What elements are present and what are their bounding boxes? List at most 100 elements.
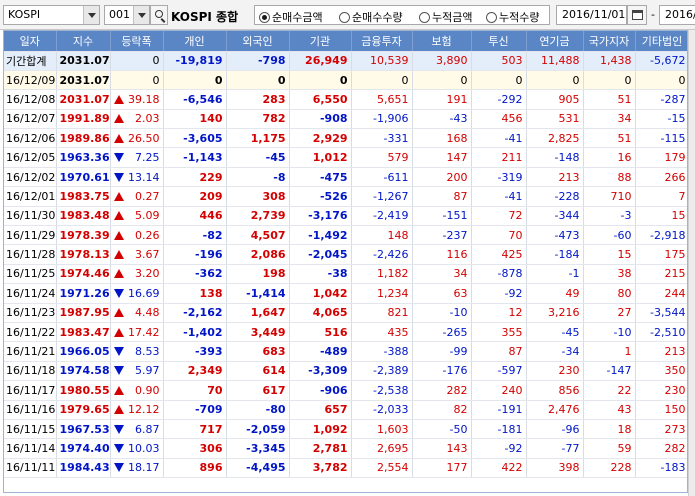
index-cell: 1974.58	[56, 361, 111, 382]
change-value: 6.87	[135, 422, 160, 436]
triangle-down-icon	[113, 153, 124, 163]
value-cell: 531	[526, 109, 584, 130]
table-row[interactable]: 16/11/21 1966.05 8.53 -393 683 -489 -388 -99 87-…	[4, 341, 687, 362]
change-cell: 17.42	[110, 322, 164, 343]
value-cell: 683	[226, 341, 290, 362]
value-cell: 1,042	[289, 283, 352, 304]
column-header[interactable]: 투신	[471, 31, 527, 52]
value-cell: 2,554	[351, 458, 413, 479]
end-date-input[interactable]: 2016/12	[659, 5, 695, 25]
value-cell: -611	[351, 167, 413, 188]
table-row[interactable]: 16/12/06 1989.86 26.50 -3,605 1,175 2,929 -331…	[4, 128, 687, 149]
radio-dot-icon	[339, 11, 350, 23]
table-row[interactable]: 16/12/01 1983.75 0.27 209 308 -526 -1,267 87 -41…	[4, 186, 687, 207]
table-row[interactable]: 16/11/28 1978.13 3.67 -196 2,086 -2,045 -2,426…	[4, 244, 687, 265]
triangle-down-icon	[113, 463, 124, 473]
date-cell: 16/12/01	[4, 186, 57, 207]
value-cell: 1,182	[351, 264, 413, 285]
value-cell: -43	[412, 109, 472, 130]
value-cell: 38	[583, 264, 636, 285]
table-row[interactable]: 16/11/17 1980.55 0.90 70 617 -906 -2,538 282 240…	[4, 380, 687, 401]
chevron-down-icon[interactable]	[83, 6, 99, 24]
column-header[interactable]: 등락폭	[110, 31, 164, 52]
column-header[interactable]: 연기금	[526, 31, 584, 52]
value-cell: 87	[471, 341, 527, 362]
change-value: 0	[152, 73, 160, 87]
index-cell: 1967.53	[56, 419, 111, 440]
value-cell: 230	[526, 361, 584, 382]
change-cell: 5.09	[110, 206, 164, 227]
value-cell: -344	[526, 206, 584, 227]
change-cell: 8.53	[110, 341, 164, 362]
change-cell: 18.17	[110, 458, 164, 479]
column-header[interactable]: 보험	[412, 31, 472, 52]
value-cell: 140	[163, 109, 227, 130]
index-cell: 1983.48	[56, 206, 111, 227]
triangle-up-icon	[113, 250, 124, 260]
table-row[interactable]: 16/12/05 1963.36 7.25 -1,143 -45 1,012 579 147 2…	[4, 147, 687, 168]
table-row[interactable]: 기간합계 2031.07 0 -19,819 -798 26,949 10,539 3,890…	[4, 51, 687, 71]
value-cell: 10,539	[351, 51, 413, 71]
value-cell: 2,781	[289, 438, 352, 459]
search-button[interactable]	[150, 5, 168, 25]
table-row[interactable]: 16/11/29 1978.39 0.26 -82 4,507 -1,492 148 -237…	[4, 225, 687, 246]
table-row[interactable]: 16/11/25 1974.46 3.20 -362 198 -38 1,182 34 -878…	[4, 264, 687, 285]
column-header[interactable]: 기관	[289, 31, 352, 52]
value-cell: -2,918	[635, 225, 687, 246]
value-cell: -331	[351, 128, 413, 149]
date-cell: 16/11/14	[4, 438, 57, 459]
value-cell: -2,045	[289, 244, 352, 265]
index-cell: 1987.95	[56, 303, 111, 323]
radio-cum-qty[interactable]: 누적수량	[486, 9, 539, 25]
table-row[interactable]: 16/11/24 1971.26 16.69 138 -1,414 1,042 1,234 6…	[4, 283, 687, 304]
investor-trading-grid[interactable]: 일자 지수 등락폭 개인 외국인 기관 금융투자 보험 투신 연기금 국가지자 기타법인 기간합계 20…	[3, 30, 688, 493]
column-header[interactable]: 기타법인	[635, 31, 687, 52]
table-row[interactable]: 16/12/02 1970.61 13.14 229 -8 -475 -611 200 -319…	[4, 167, 687, 188]
radio-net-buy-amount[interactable]: 순매수금액	[259, 9, 323, 25]
table-row[interactable]: 16/11/11 1984.43 18.17 896 -4,495 3,782 2,554 1…	[4, 458, 687, 479]
value-cell: -265	[412, 322, 472, 343]
change-cell: 5.97	[110, 361, 164, 382]
column-header[interactable]: 지수	[56, 31, 111, 52]
table-row[interactable]: 16/11/23 1987.95 4.48 -2,162 1,647 4,065 821 -1…	[4, 303, 687, 323]
start-date-input[interactable]: 2016/11/01	[556, 5, 627, 25]
change-value: 13.14	[128, 170, 160, 184]
date-cell: 16/11/18	[4, 361, 57, 382]
column-header[interactable]: 금융투자	[351, 31, 413, 52]
column-header[interactable]: 국가지자	[583, 31, 636, 52]
table-row[interactable]: 16/12/09 2031.07 0 0 0 0 0 0 0 0 0 0	[4, 70, 687, 91]
table-row[interactable]: 16/11/22 1983.47 17.42 -1,402 3,449 516 435 -26…	[4, 322, 687, 343]
value-cell: -597	[471, 361, 527, 382]
table-row[interactable]: 16/11/14 1974.40 10.03 306 -3,345 2,781 2,695 1…	[4, 438, 687, 459]
triangle-up-icon	[113, 230, 124, 240]
value-cell: 3,216	[526, 303, 584, 323]
value-cell: -2,033	[351, 400, 413, 420]
change-cell: 16.69	[110, 283, 164, 304]
change-cell: 13.14	[110, 167, 164, 188]
column-header[interactable]: 외국인	[226, 31, 290, 52]
radio-net-buy-qty[interactable]: 순매수수량	[339, 9, 403, 25]
table-row[interactable]: 16/12/08 2031.07 39.18 -6,546 283 6,550 5,651 1…	[4, 89, 687, 110]
value-cell: -3,345	[226, 438, 290, 459]
table-row[interactable]: 16/11/18 1974.58 5.97 2,349 614 -3,309 -2,389-…	[4, 361, 687, 382]
vertical-scrollbar[interactable]	[688, 30, 695, 496]
table-row[interactable]: 16/11/16 1979.65 12.12 -709 -80 657 -2,033 82 -1…	[4, 400, 687, 420]
radio-cum-amount[interactable]: 누적금액	[419, 9, 472, 25]
table-row[interactable]: 16/11/15 1967.53 6.87 717 -2,059 1,092 1,603 -5…	[4, 419, 687, 440]
table-row[interactable]: 16/11/30 1983.48 5.09 446 2,739 -3,176 -2,419-…	[4, 206, 687, 227]
table-header-row: 일자 지수 등락폭 개인 외국인 기관 금융투자 보험 투신 연기금 국가지자 기타법인	[4, 31, 687, 52]
column-header[interactable]: 개인	[163, 31, 227, 52]
column-header[interactable]: 일자	[4, 31, 57, 52]
value-cell: 2,825	[526, 128, 584, 149]
value-cell: -237	[412, 225, 472, 246]
value-cell: 179	[635, 147, 687, 168]
code-select[interactable]: 001	[104, 5, 150, 25]
radio-dot-icon	[259, 11, 270, 23]
value-cell: 215	[635, 264, 687, 285]
start-date-calendar-button[interactable]	[627, 5, 647, 25]
value-cell: -228	[526, 186, 584, 207]
table-row[interactable]: 16/12/07 1991.89 2.03 140 782 -908 -1,906 -43 45…	[4, 109, 687, 130]
chevron-down-icon[interactable]	[133, 6, 149, 24]
market-select[interactable]: KOSPI	[3, 5, 100, 25]
value-cell: -147	[583, 361, 636, 382]
